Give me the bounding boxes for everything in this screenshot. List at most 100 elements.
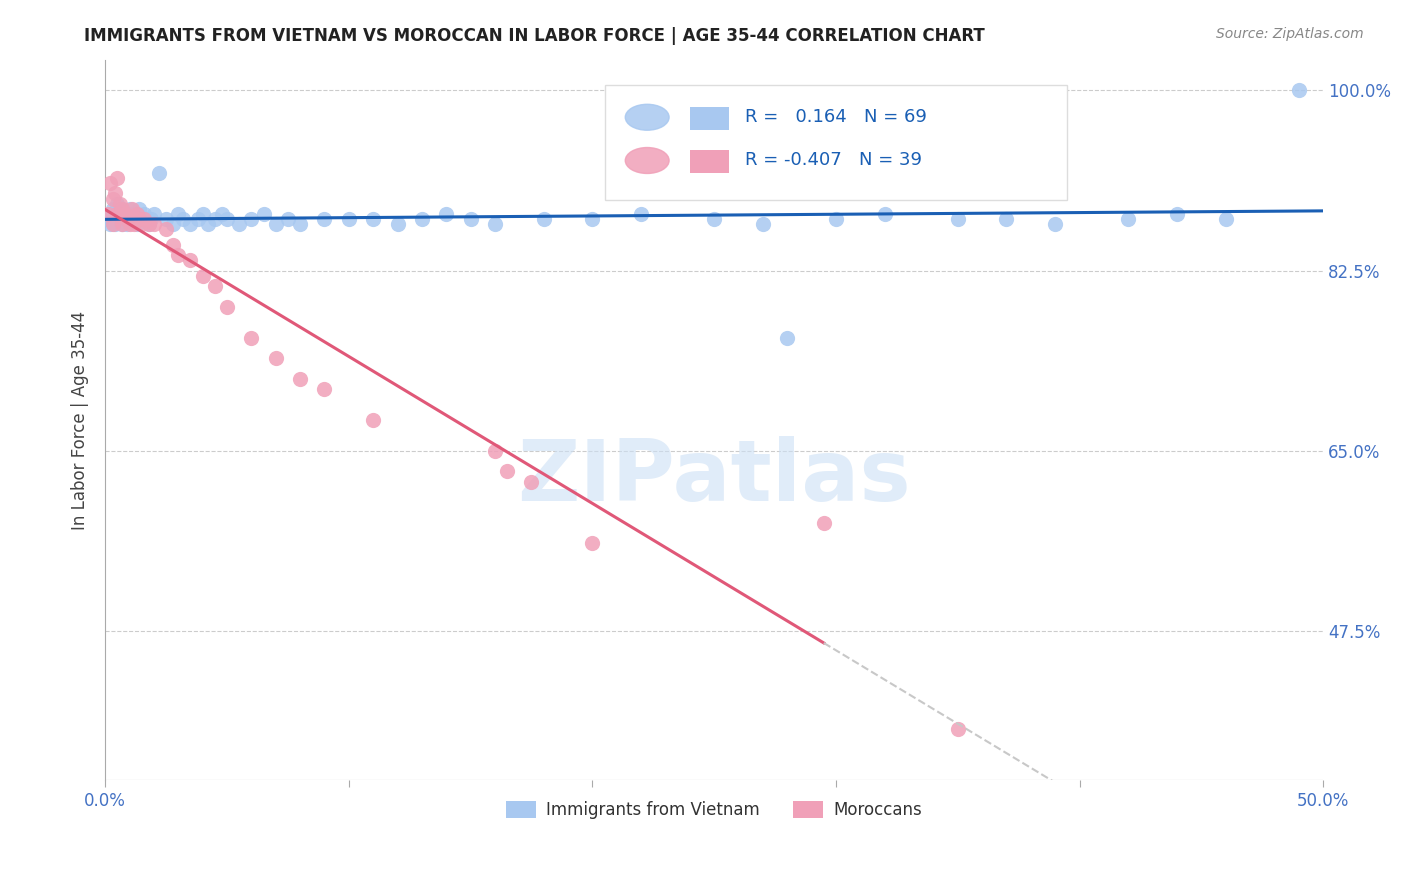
Point [98, 207, 121, 221]
Point [162, 238, 184, 252]
Point [142, 217, 165, 231]
Point [115, 217, 138, 231]
Point [111, 202, 134, 216]
Point [264, 217, 287, 231]
Point [1215, 212, 1237, 227]
Point [252, 207, 274, 221]
Point [104, 217, 127, 231]
Point [155, 222, 177, 236]
Point [101, 212, 124, 227]
Point [138, 217, 160, 231]
Point [131, 217, 153, 231]
Text: Source: ZipAtlas.com: Source: ZipAtlas.com [1216, 27, 1364, 41]
Point [108, 196, 131, 211]
Point [104, 207, 127, 221]
Point [125, 207, 148, 221]
Point [995, 212, 1018, 227]
Point [752, 217, 775, 231]
Point [128, 212, 150, 227]
Point [101, 217, 124, 231]
Point [703, 212, 725, 227]
Point [131, 212, 153, 227]
FancyBboxPatch shape [690, 107, 728, 130]
Point [211, 207, 233, 221]
Point [946, 212, 969, 227]
Point [533, 212, 555, 227]
Point [581, 212, 603, 227]
Point [873, 207, 896, 221]
Point [105, 212, 128, 227]
Point [108, 212, 131, 227]
Point [97, 212, 120, 227]
Point [172, 212, 194, 227]
Point [155, 212, 177, 227]
Point [630, 207, 652, 221]
Point [288, 217, 311, 231]
Point [142, 207, 165, 221]
Point [204, 279, 226, 293]
Point [460, 212, 482, 227]
FancyBboxPatch shape [690, 151, 728, 173]
Point [101, 202, 124, 216]
Point [134, 212, 156, 227]
Point [520, 475, 543, 489]
Point [111, 217, 134, 231]
Point [288, 372, 311, 386]
Point [114, 207, 136, 221]
Point [191, 268, 214, 283]
Point [111, 202, 134, 216]
Point [264, 351, 287, 366]
Point [98, 217, 121, 231]
Point [484, 217, 506, 231]
Point [581, 536, 603, 550]
Point [167, 207, 190, 221]
Point [1116, 212, 1139, 227]
Point [114, 212, 136, 227]
Point [124, 212, 146, 227]
Point [115, 212, 138, 227]
Point [187, 212, 209, 227]
Point [167, 248, 190, 262]
Point [197, 217, 219, 231]
Point [825, 212, 848, 227]
Point [946, 722, 969, 736]
Point [121, 207, 143, 221]
Point [104, 186, 127, 201]
Legend: Immigrants from Vietnam, Moroccans: Immigrants from Vietnam, Moroccans [499, 795, 929, 826]
Text: R = -0.407   N = 39: R = -0.407 N = 39 [745, 152, 921, 169]
Point [215, 212, 238, 227]
Point [204, 212, 226, 227]
Point [118, 202, 141, 216]
Point [98, 176, 121, 190]
Point [108, 207, 131, 221]
Point [118, 212, 141, 227]
Point [337, 212, 360, 227]
Point [97, 207, 120, 221]
Point [496, 465, 519, 479]
Point [111, 217, 134, 231]
Point [148, 166, 170, 180]
Circle shape [626, 104, 669, 130]
Point [101, 192, 124, 206]
Point [361, 212, 384, 227]
FancyBboxPatch shape [605, 85, 1067, 200]
Point [240, 330, 263, 344]
Point [1288, 83, 1310, 97]
Point [314, 382, 336, 396]
Point [128, 202, 150, 216]
Text: ZIPatlas: ZIPatlas [517, 436, 911, 519]
Point [124, 217, 146, 231]
Point [134, 207, 156, 221]
Point [411, 212, 433, 227]
Point [387, 217, 409, 231]
Y-axis label: In Labor Force | Age 35-44: In Labor Force | Age 35-44 [72, 310, 89, 530]
Point [179, 253, 201, 268]
Text: R =   0.164   N = 69: R = 0.164 N = 69 [745, 108, 927, 127]
Point [162, 217, 184, 231]
Point [240, 212, 263, 227]
Point [105, 196, 128, 211]
Point [484, 443, 506, 458]
Point [141, 212, 163, 227]
Point [138, 217, 160, 231]
Point [118, 217, 141, 231]
